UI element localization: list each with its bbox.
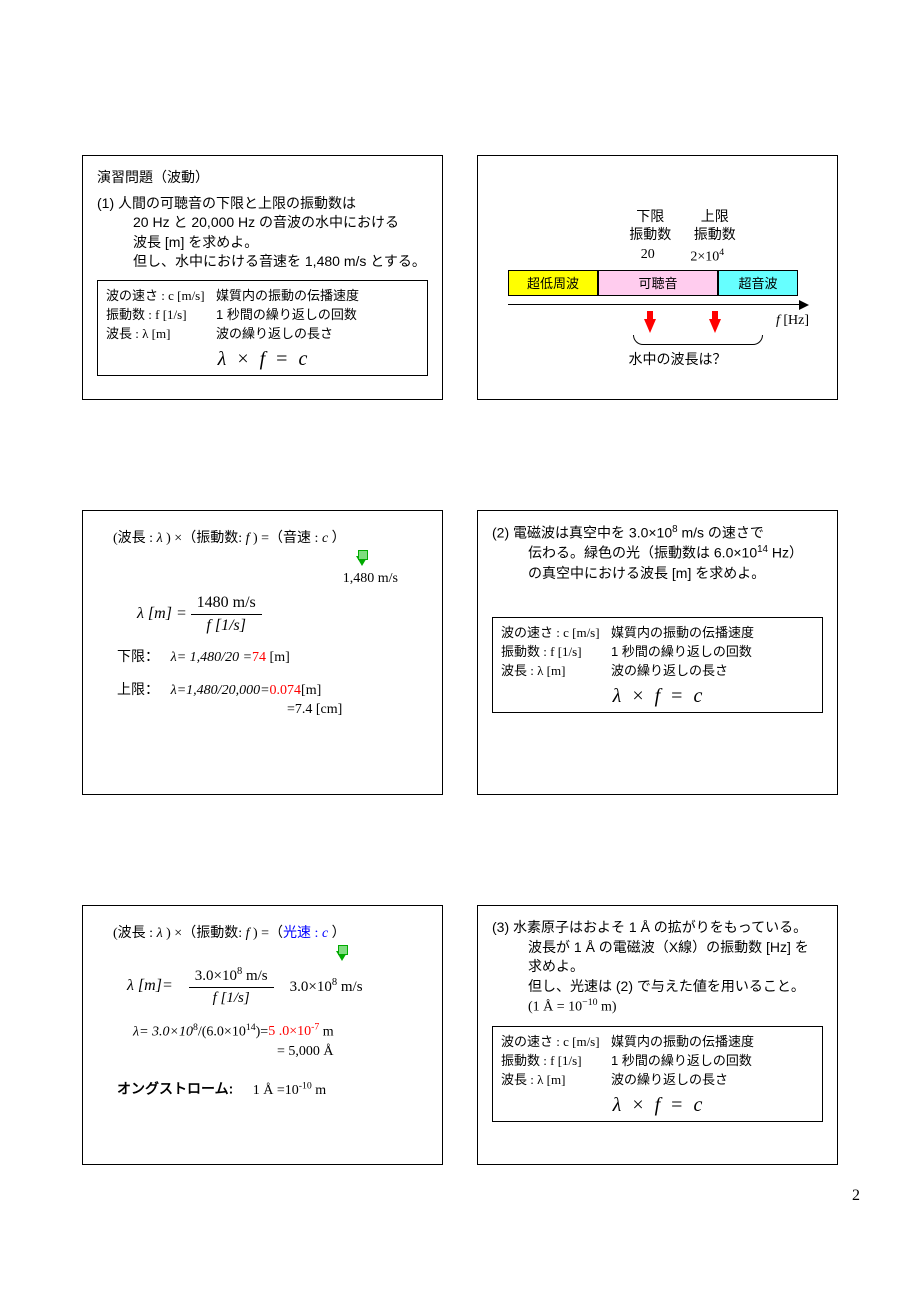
panel-diagram: 下限振動数 上限振動数 20 2×104 超低周波 可聴音 超音波 f [Hz] (477, 155, 838, 400)
lower-result: 下限： λ= 1,480/20 =74 [m] (97, 647, 428, 668)
q1-line2: 20 Hz と 20,000 Hz の音波の水中における (97, 213, 428, 233)
definitions-box: 波の速さ : c [m/s]媒質内の振動の伝播速度 振動数 : f [1/s]1… (492, 1026, 823, 1122)
frequency-axis: f [Hz] (508, 304, 807, 305)
angstrom-def: オングストローム: 1 Å =10-10 m (97, 1079, 428, 1100)
arrow-down-icon (709, 319, 721, 333)
eqline: (波長 : λ ) ×（振動数: f ) =（光速 : c ） (97, 918, 428, 944)
q1-line4: 但し、水中における音速を 1,480 m/s とする。 (97, 252, 428, 272)
q2-line2: 伝わる。緑色の光（振動数は 6.0×1014 Hz） (492, 543, 823, 563)
eqline: (波長 : λ ) ×（振動数: f ) =（音速 : c ） (97, 523, 428, 549)
red-arrows (508, 305, 807, 333)
lambda-fraction: λ [m] = 1480 m/s f [1/s] (97, 588, 428, 635)
band-infrasound: 超低周波 (508, 270, 598, 296)
panel-problem-1: 演習問題（波動） (1) 人間の可聴音の下限と上限の振動数は 20 Hz と 2… (82, 155, 443, 400)
definitions-box: 波の速さ : c [m/s]媒質内の振動の伝播速度 振動数 : f [1/s]1… (492, 617, 823, 713)
panel-problem-3: (3) 水素原子はおよそ 1 Å の拡がりをもっている。 波長が 1 Å の電磁… (477, 905, 838, 1165)
q3-line5: (1 Å = 10−10 m) (492, 996, 823, 1017)
band-ultrasound: 超音波 (718, 270, 798, 296)
wave-formula: λ × f = c (501, 685, 814, 708)
calc-line: λ= 3.0×108/(6.0×1014)=5 .0×10-7 m (97, 1007, 428, 1042)
band-audible: 可聴音 (598, 270, 718, 296)
lambda-fraction: λ [m]= 3.0×108 m/s f [1/s] 3.0×108 m/s (97, 964, 428, 1007)
q3-line4: 但し、光速は (2) で与えた値を用いること。 (492, 977, 823, 997)
upper-result: 上限： λ=1,480/20,000=0.074[m] (97, 680, 428, 701)
q3-line3: 求めよ。 (492, 957, 823, 977)
brace-question: 水中の波長は？ (508, 335, 807, 369)
arrow-down-icon (644, 319, 656, 333)
page-number: 2 (852, 1187, 860, 1205)
panel-problem-2: (2) 電磁波は真空中を 3.0×108 m/s の速さで 伝わる。緑色の光（振… (477, 510, 838, 795)
result-angstrom: = 5,000 Å (97, 1042, 428, 1062)
title: 演習問題（波動） (97, 168, 428, 188)
q3-line2: 波長が 1 Å の電磁波（X線）の振動数 [Hz] を (492, 938, 823, 958)
diagram-top-labels: 下限振動数 上限振動数 (508, 208, 807, 243)
wave-formula: λ × f = c (501, 1094, 814, 1117)
frequency-bands: 超低周波 可聴音 超音波 (508, 270, 807, 296)
diagram-ticks: 20 2×104 (508, 247, 807, 266)
q2-line3: の真空中における波長 [m] を求めよ。 (492, 564, 823, 584)
panel-solution-1: (波長 : λ ) ×（振動数: f ) =（音速 : c ） 1,480 m/… (82, 510, 443, 795)
sound-speed-value: 1,480 m/s (97, 569, 428, 589)
definitions-box: 波の速さ : c [m/s]媒質内の振動の伝播速度 振動数 : f [1/s]1… (97, 280, 428, 376)
panel-solution-2: (波長 : λ ) ×（振動数: f ) =（光速 : c ） λ [m]= 3… (82, 905, 443, 1165)
q1-line3: 波長 [m] を求めよ。 (97, 233, 428, 253)
q3-line1: (3) 水素原子はおよそ 1 Å の拡がりをもっている。 (492, 918, 823, 938)
upper-result-cm: =7.4 [cm] (97, 700, 428, 720)
arrow-down-icon (356, 556, 368, 566)
wave-formula: λ × f = c (106, 348, 419, 371)
q2-line1: (2) 電磁波は真空中を 3.0×108 m/s の速さで (492, 523, 823, 543)
q1-line1: (1) 人間の可聴音の下限と上限の振動数は (97, 194, 428, 214)
arrow-down-icon (336, 951, 348, 961)
